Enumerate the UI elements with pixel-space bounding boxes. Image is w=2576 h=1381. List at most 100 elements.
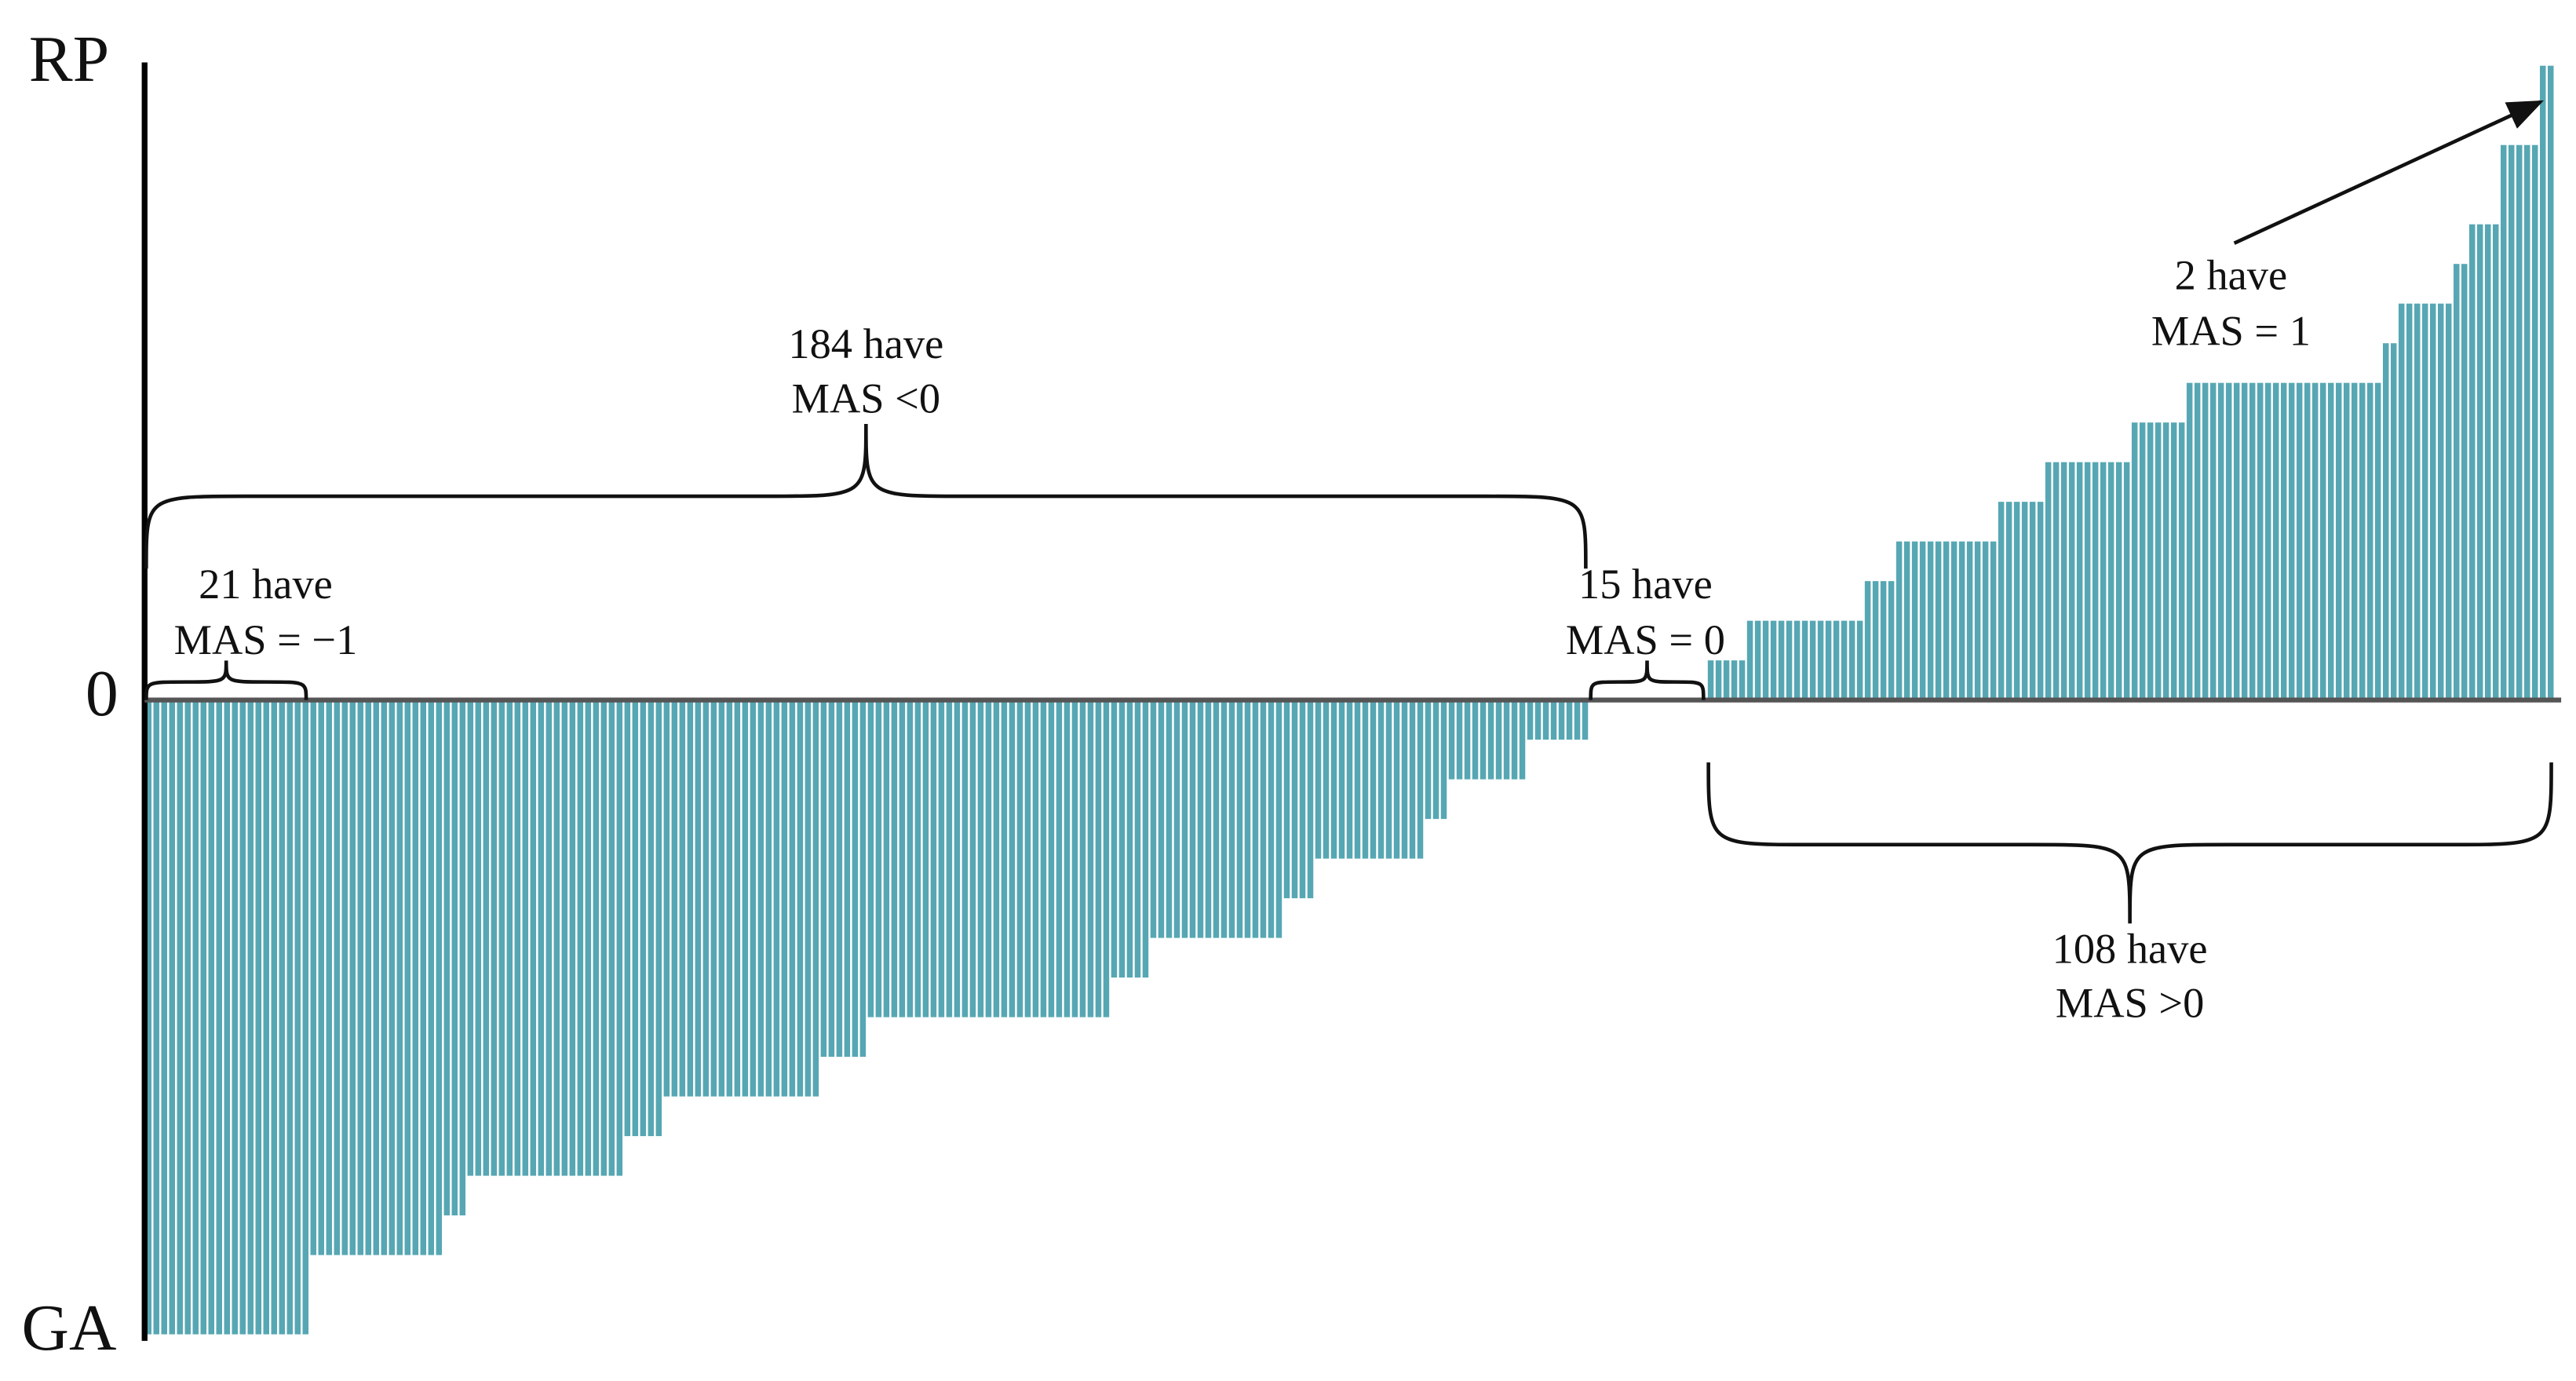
- annotation: MAS >0: [2056, 980, 2204, 1027]
- bar: [1833, 620, 1840, 700]
- bar: [216, 700, 222, 1335]
- bar: [1425, 700, 1432, 820]
- bar: [805, 700, 812, 1097]
- bar: [1566, 700, 1573, 740]
- bar: [349, 700, 356, 1255]
- bar: [875, 700, 882, 1017]
- bar: [545, 700, 553, 1176]
- bar: [2437, 303, 2444, 700]
- bar: [1872, 581, 1879, 700]
- bar: [1550, 700, 1557, 740]
- bar: [271, 700, 278, 1335]
- bar: [1228, 700, 1235, 938]
- bar: [859, 700, 867, 1058]
- bar: [883, 700, 890, 1017]
- bar: [1919, 541, 1926, 700]
- bar: [310, 700, 317, 1255]
- bar: [1448, 700, 1455, 780]
- bar: [914, 700, 921, 1017]
- bar: [1990, 541, 1997, 700]
- bar: [1056, 700, 1063, 1017]
- bar: [1534, 700, 1542, 740]
- bar: [899, 700, 906, 1017]
- bar: [2162, 422, 2169, 700]
- bar: [1896, 541, 1903, 700]
- bar: [2304, 382, 2311, 700]
- bar: [2453, 264, 2460, 700]
- bar: [1158, 700, 1165, 938]
- bar: [1817, 620, 1824, 700]
- bar: [2398, 303, 2405, 700]
- bar: [1079, 700, 1086, 1017]
- bar: [1927, 541, 1934, 700]
- bar: [2147, 422, 2154, 700]
- y-tick-label: RP: [29, 23, 109, 96]
- bar: [483, 700, 490, 1176]
- bar: [1793, 620, 1801, 700]
- bar: [1943, 541, 1950, 700]
- bar: [1095, 700, 1102, 1017]
- bar: [1825, 620, 1832, 700]
- bar: [2272, 382, 2279, 700]
- bar: [593, 700, 600, 1176]
- bar: [2264, 382, 2271, 700]
- bar: [1181, 700, 1188, 938]
- bar: [2366, 382, 2373, 700]
- bar: [679, 700, 686, 1097]
- bar: [820, 700, 827, 1058]
- annotation: 108 have: [2052, 925, 2208, 972]
- bar: [1299, 700, 1306, 899]
- bar: [428, 700, 435, 1255]
- bar: [1487, 700, 1494, 780]
- bar: [1315, 700, 1322, 859]
- bar: [279, 700, 286, 1335]
- bar: [1189, 700, 1196, 938]
- bar: [2500, 144, 2507, 700]
- bar: [436, 700, 443, 1255]
- bar: [467, 700, 474, 1176]
- bar: [1354, 700, 1361, 859]
- bar: [969, 700, 976, 1017]
- bar: [1268, 700, 1275, 938]
- bar: [2374, 382, 2381, 700]
- bar: [742, 700, 749, 1097]
- brace: [1589, 660, 1706, 700]
- bar: [538, 700, 545, 1176]
- bar: [1574, 700, 1581, 740]
- bar: [2123, 462, 2130, 700]
- bar: [2288, 382, 2295, 700]
- bar: [710, 700, 717, 1097]
- bar: [1464, 700, 1471, 780]
- bar: [373, 700, 380, 1255]
- bar: [1283, 700, 1290, 899]
- bar: [2257, 382, 2264, 700]
- bar: [1966, 541, 1973, 700]
- bar: [1432, 700, 1439, 820]
- bar: [145, 700, 151, 1335]
- bar: [192, 700, 199, 1335]
- bar: [1260, 700, 1267, 938]
- bar: [1377, 700, 1385, 859]
- bar: [404, 700, 411, 1255]
- bar: [1982, 541, 1989, 700]
- bar: [1252, 700, 1259, 938]
- bar: [2005, 502, 2012, 700]
- bar: [1275, 700, 1283, 938]
- bar: [608, 700, 615, 1176]
- bar: [702, 700, 710, 1097]
- bar: [1723, 660, 1730, 700]
- bar: [977, 700, 984, 1017]
- bar: [1880, 581, 1887, 700]
- bar: [381, 700, 388, 1255]
- bar: [224, 700, 230, 1335]
- bar: [1762, 620, 1769, 700]
- bar: [695, 700, 702, 1097]
- bar: [2445, 303, 2452, 700]
- annotation: 21 have: [199, 561, 333, 608]
- bar: [2186, 382, 2193, 700]
- bar: [2508, 144, 2515, 700]
- bar: [153, 700, 159, 1335]
- bar: [326, 700, 333, 1255]
- bar: [184, 700, 191, 1335]
- bar: [655, 700, 662, 1137]
